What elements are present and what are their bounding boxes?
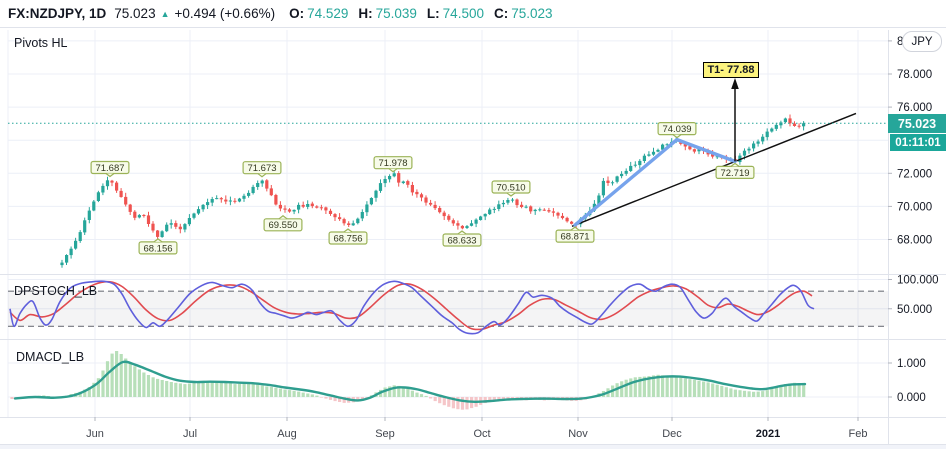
symbol-info-bar: FX:NZDJPY, 1D 75.023 ▲ +0.494 (+0.66%) O…: [0, 0, 946, 28]
pane-dividers: [0, 30, 946, 449]
currency-button[interactable]: JPY: [902, 31, 942, 52]
target-arrow[interactable]: [731, 78, 739, 162]
pivot-label[interactable]: 72.719: [715, 162, 755, 179]
price-tick-label: 70.000: [897, 201, 932, 213]
time-tick-label: Aug: [277, 428, 297, 440]
grid: [7, 30, 888, 417]
pivot-label-text: 68.871: [560, 232, 589, 243]
pivot-label[interactable]: 71.978: [373, 156, 413, 173]
indicator-label-pivots-hl[interactable]: Pivots HL: [14, 36, 68, 50]
pivot-label-text: 71.673: [247, 163, 276, 174]
stoch-tick-label: 100.000: [897, 275, 939, 287]
pivot-label-text: 71.978: [378, 158, 407, 169]
pivot-label-text: 68.156: [143, 243, 172, 254]
time-tick-label: 2021: [756, 428, 780, 440]
price-change: +0.494 (+0.66%): [174, 6, 276, 21]
stoch-k-line: [9, 280, 815, 335]
time-tick-label: Sep: [375, 428, 395, 440]
time-tick-label: Nov: [568, 428, 588, 440]
pivot-label-text: 69.550: [268, 220, 297, 231]
macd-tick-label: 0.000: [897, 392, 926, 404]
symbol-title[interactable]: FX:NZDJPY, 1D: [8, 6, 107, 21]
pivot-label-text: 70.510: [496, 182, 525, 193]
pivot-label[interactable]: 74.039: [657, 121, 697, 139]
close-label: C:: [493, 6, 509, 21]
pivot-label[interactable]: 68.871: [555, 226, 595, 243]
open-label: O:: [289, 6, 305, 21]
pivot-label[interactable]: 68.156: [138, 238, 178, 255]
time-tick-label: Feb: [849, 428, 868, 440]
low-value: 74.500: [442, 6, 484, 21]
macd-tick-label: 1.000: [897, 358, 926, 370]
pivot-label[interactable]: 68.633: [442, 230, 482, 247]
high-label: H:: [358, 6, 373, 21]
pivot-label[interactable]: 69.550: [263, 215, 303, 232]
time-tick-label: Jul: [183, 428, 197, 440]
time-tick-label: Dec: [662, 428, 682, 440]
indicator-label-dmacd[interactable]: DMACD_LB: [16, 350, 85, 364]
high-value: 75.039: [375, 6, 417, 21]
close-value: 75.023: [511, 6, 553, 21]
price-tick-label: 76.000: [897, 102, 932, 114]
stoch-d-line: [9, 280, 813, 331]
price-tick-label: 68.000: [897, 235, 932, 247]
time-tick-label: Oct: [473, 428, 490, 440]
open-value: 74.529: [307, 6, 349, 21]
pivot-label[interactable]: 68.756: [328, 228, 368, 245]
target-price-label[interactable]: T1- 77.88: [703, 62, 759, 78]
bar-countdown-badge: 01:11:01: [890, 134, 946, 151]
up-triangle-icon: ▲: [160, 8, 170, 19]
last-price-value: 75.023: [114, 6, 156, 21]
low-label: L:: [426, 6, 440, 21]
stoch-tick-label: 50.000: [897, 304, 932, 316]
pivot-label-text: 68.633: [447, 235, 476, 246]
macd-histogram: [10, 351, 806, 410]
trendline[interactable]: [571, 112, 857, 227]
pivot-label-text: 74.039: [662, 124, 691, 135]
price-tick-label: 78.000: [897, 69, 932, 81]
time-tick-label: Jun: [86, 428, 104, 440]
zigzag-line[interactable]: [573, 137, 737, 227]
price-axis[interactable]: 80.00078.00076.00072.00070.00068.000100.…: [888, 36, 939, 404]
pivot-label[interactable]: 70.510: [491, 180, 531, 197]
time-axis[interactable]: Jun Jul Aug Sep Oct Nov Dec 2021 Feb: [86, 417, 867, 440]
indicator-label-dpstoch[interactable]: DPSTOCH_LB: [14, 284, 98, 298]
price-tick-label: 72.000: [897, 168, 932, 180]
last-price-badge: 75.023: [888, 114, 946, 133]
pivot-label[interactable]: 71.687: [90, 160, 130, 178]
pivot-label-text: 68.756: [333, 233, 362, 244]
pivot-label-text: 71.687: [95, 163, 124, 174]
pivot-label-text: 72.719: [720, 168, 749, 179]
pivot-label[interactable]: 71.673: [242, 161, 282, 178]
macd-line: [13, 360, 807, 404]
